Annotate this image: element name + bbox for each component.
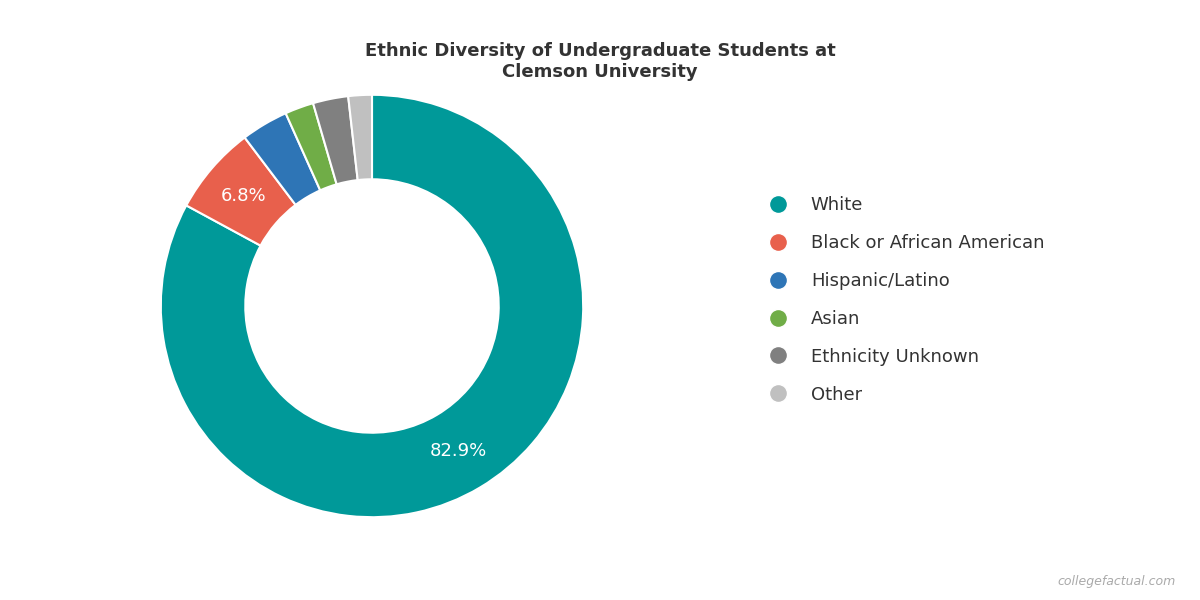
Text: 6.8%: 6.8%: [221, 187, 266, 205]
Wedge shape: [286, 103, 337, 190]
Legend: White, Black or African American, Hispanic/Latino, Asian, Ethnicity Unknown, Oth: White, Black or African American, Hispan…: [754, 189, 1051, 411]
Text: collegefactual.com: collegefactual.com: [1057, 575, 1176, 588]
Wedge shape: [186, 137, 295, 245]
Wedge shape: [161, 95, 583, 517]
Wedge shape: [313, 96, 358, 184]
Text: Ethnic Diversity of Undergraduate Students at
Clemson University: Ethnic Diversity of Undergraduate Studen…: [365, 42, 835, 81]
Text: 82.9%: 82.9%: [430, 442, 487, 460]
Wedge shape: [245, 113, 320, 205]
Wedge shape: [348, 95, 372, 180]
